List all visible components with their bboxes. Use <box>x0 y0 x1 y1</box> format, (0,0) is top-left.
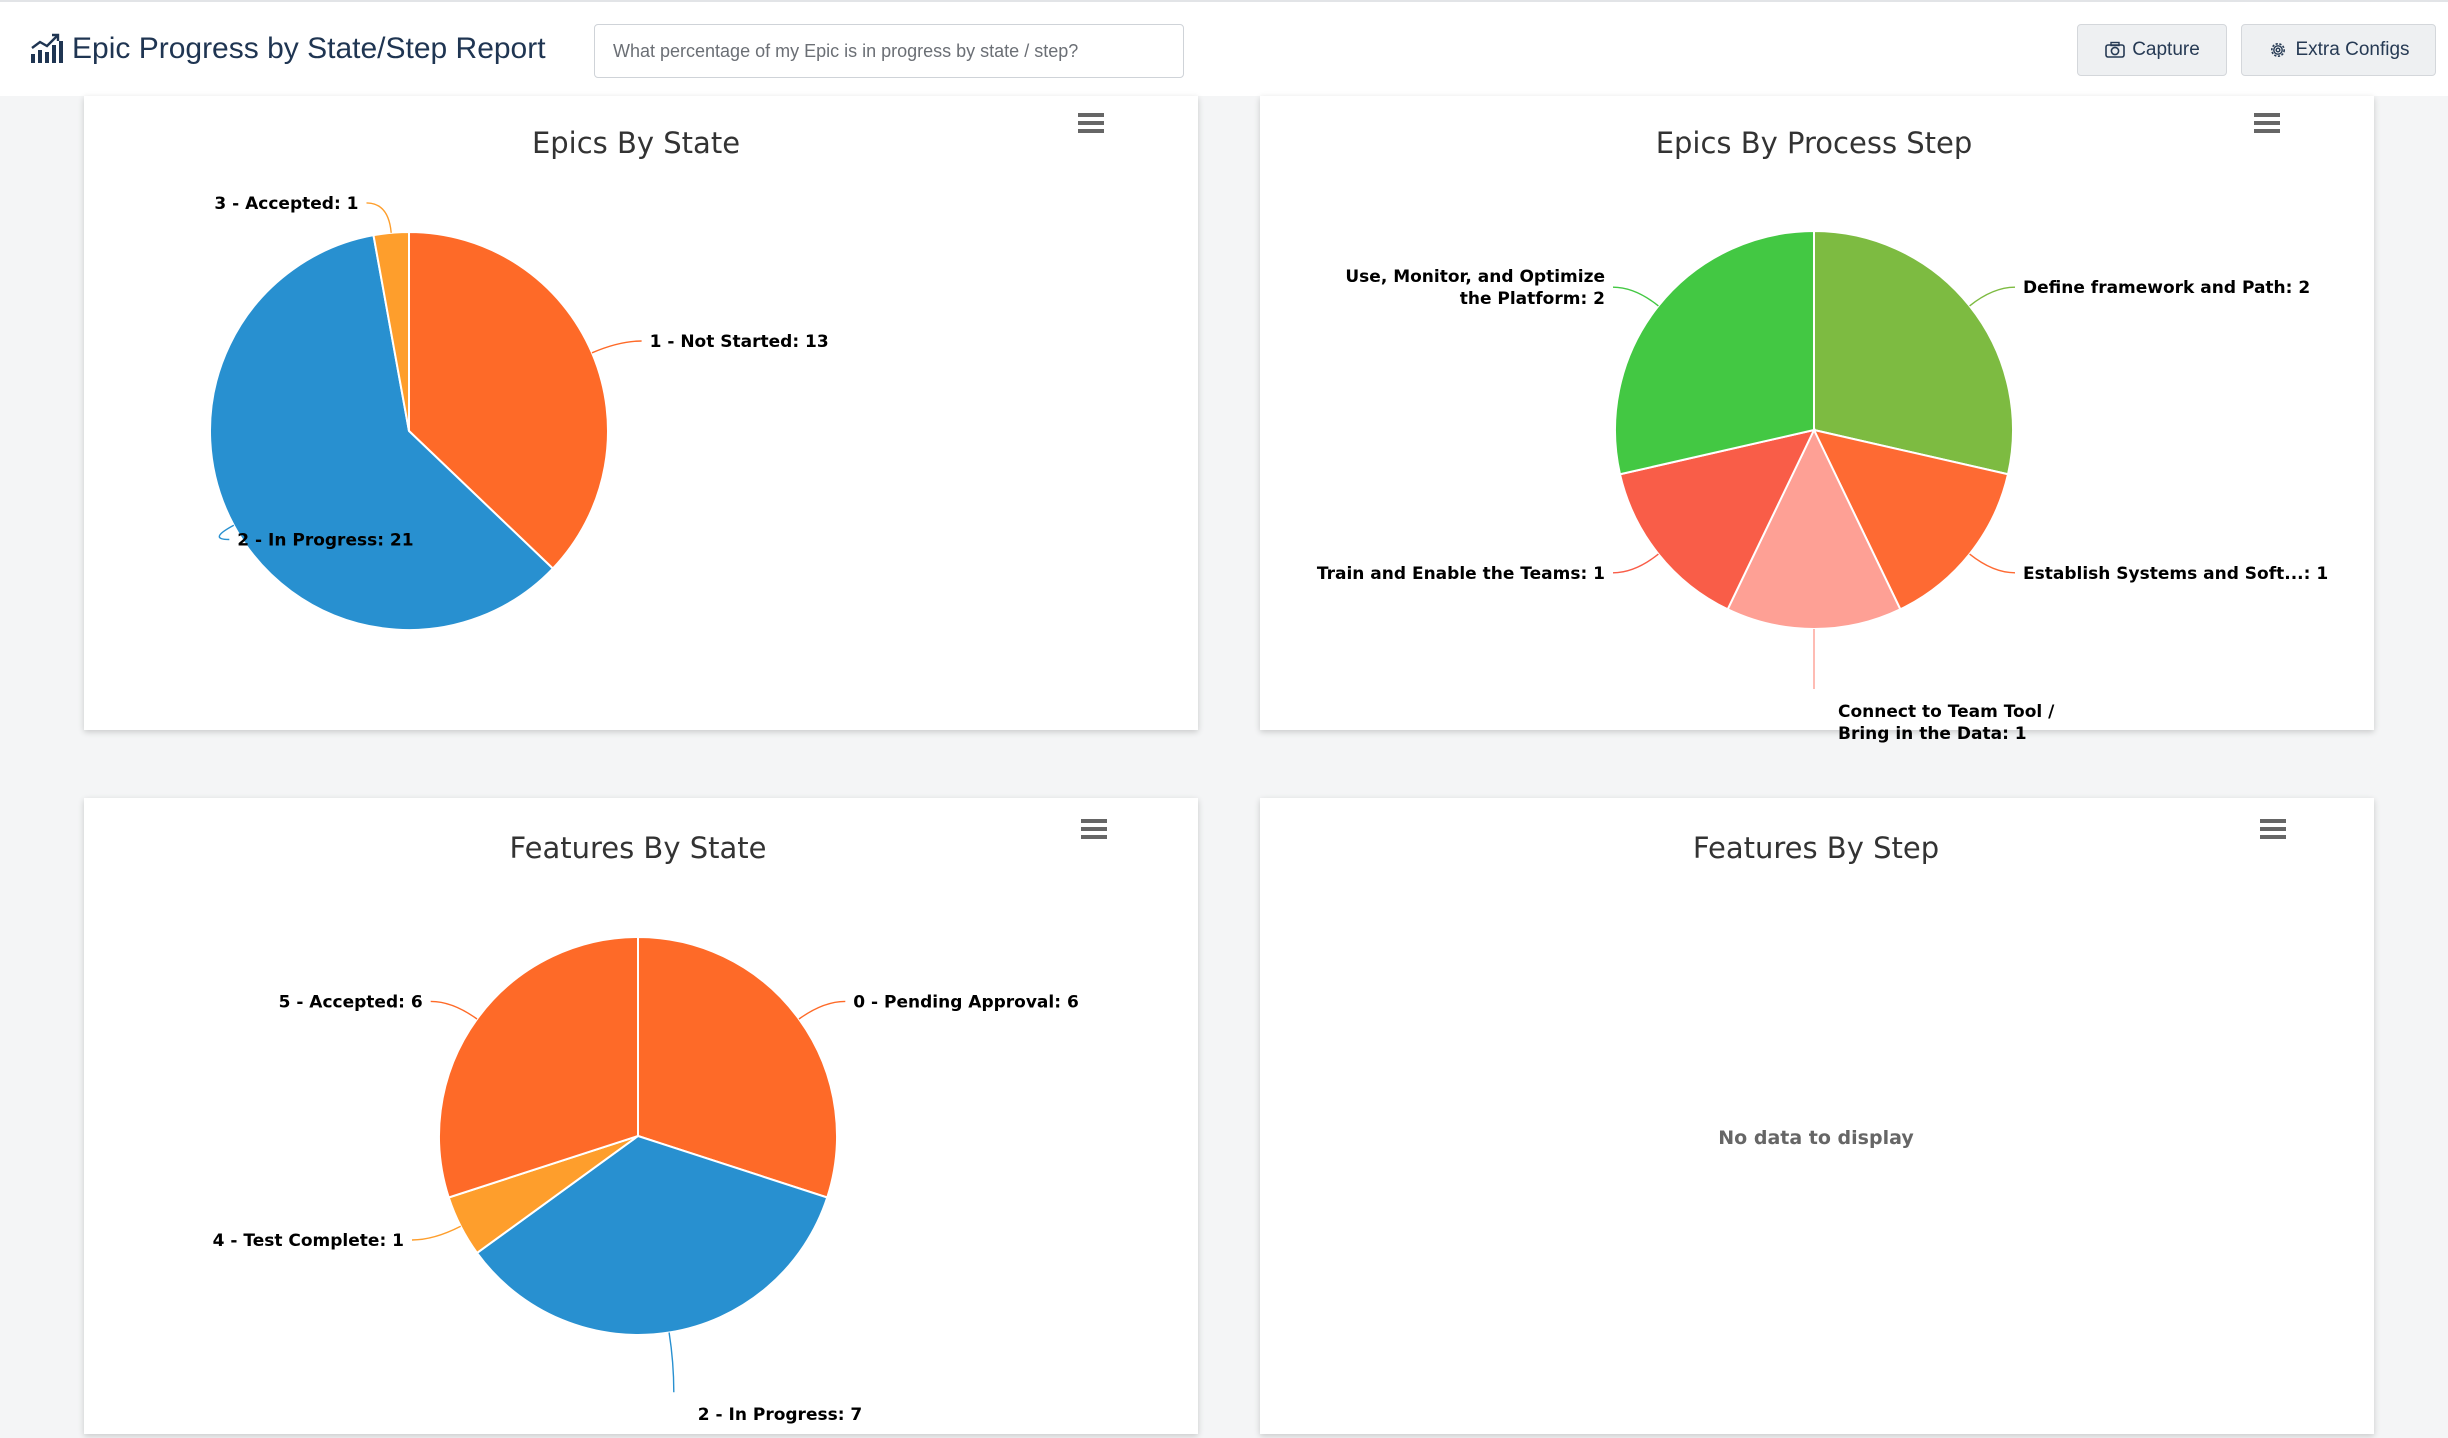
connector-line <box>430 1000 478 1020</box>
chart-menu-icon[interactable] <box>2260 819 2286 839</box>
slice-label: Use, Monitor, and Optimize the Platform: … <box>1345 267 1605 309</box>
gear-icon <box>2271 43 2286 57</box>
pie-slice[interactable] <box>438 935 639 1199</box>
connector-line <box>798 1000 846 1020</box>
slice-label: 2 - In Progress: 21 <box>237 531 413 551</box>
search-input[interactable] <box>594 24 1184 78</box>
slice-label: 4 - Test Complete: 1 <box>213 1231 404 1251</box>
pie-slice[interactable] <box>1618 428 1816 611</box>
pie-slice[interactable] <box>1812 428 2010 611</box>
epics-by-process-step-chart: Epics By Process Step Define framework a… <box>1317 113 2328 744</box>
pie-slice[interactable] <box>1813 229 2014 476</box>
pie-slice[interactable] <box>1726 427 1902 630</box>
extra-configs-button[interactable]: Extra Configs <box>2241 24 2436 76</box>
capture-label: Capture <box>2132 39 2200 60</box>
capture-button[interactable]: Capture <box>2077 24 2227 76</box>
connector-line <box>218 524 235 541</box>
chart-panel-features-by-state: Features By State 0 - Pending Approval: … <box>84 798 1198 1434</box>
slice-label: Define framework and Path: 2 <box>2023 278 2310 298</box>
connector-line <box>1969 286 2016 307</box>
top-bar: Epic Progress by State/Step Report Captu… <box>0 0 2448 96</box>
slice-label: 2 - In Progress: 7 <box>698 1405 862 1425</box>
extra-configs-label: Extra Configs <box>2295 39 2410 60</box>
chart-panel-features-by-step: Features By Step No data to display <box>1260 798 2374 1434</box>
chart-menu-icon[interactable] <box>1078 113 1104 133</box>
slice-label: 5 - Accepted: 6 <box>279 992 423 1012</box>
chart-panel-epics-by-state: Epics By State 1 - Not Started: 13 2 - In… <box>84 96 1198 730</box>
slice-label: 0 - Pending Approval: 6 <box>853 992 1078 1012</box>
chart-title: Epics By State <box>532 126 740 160</box>
chart-title: Features By Step <box>1693 831 1939 865</box>
slice-label: 3 - Accepted: 1 <box>214 194 358 214</box>
slice-label: Train and Enable the Teams: 1 <box>1317 564 1605 584</box>
slice-label: Connect to Team Tool / Bring in the Data:… <box>1838 702 2055 744</box>
epics-by-state-chart: Epics By State 1 - Not Started: 13 2 - In… <box>209 113 1104 631</box>
chart-menu-icon[interactable] <box>2254 113 2280 133</box>
slice-label: Establish Systems and Soft...: 1 <box>2023 564 2328 584</box>
chart-title: Features By State <box>510 831 767 865</box>
pie-slice[interactable] <box>1614 229 1815 476</box>
page-title: Epic Progress by State/Step Report <box>72 32 546 65</box>
camera-icon <box>2105 41 2125 58</box>
connector-line <box>1612 286 1659 307</box>
chart-title: Epics By Process Step <box>1656 126 1973 160</box>
chart-icon <box>31 33 63 63</box>
connector-line <box>411 1225 462 1241</box>
connector-line <box>366 202 392 233</box>
chart-panel-epics-by-process-step: Epics By Process Step Define framework a… <box>1260 96 2374 744</box>
pie-slice[interactable] <box>408 230 610 570</box>
connector-line <box>1612 553 1659 574</box>
connector-line <box>668 1332 675 1393</box>
pie-slice[interactable] <box>637 935 838 1199</box>
connector-line <box>591 340 642 354</box>
features-by-step-chart: Features By Step No data to display <box>1693 819 2286 1149</box>
chart-menu-icon[interactable] <box>1081 819 1107 839</box>
connector-line <box>1969 553 2016 574</box>
no-data-message: No data to display <box>1718 1127 1914 1149</box>
slice-label: 1 - Not Started: 13 <box>650 332 829 352</box>
features-by-state-chart: Features By State 0 - Pending Approval: … <box>213 819 1107 1425</box>
